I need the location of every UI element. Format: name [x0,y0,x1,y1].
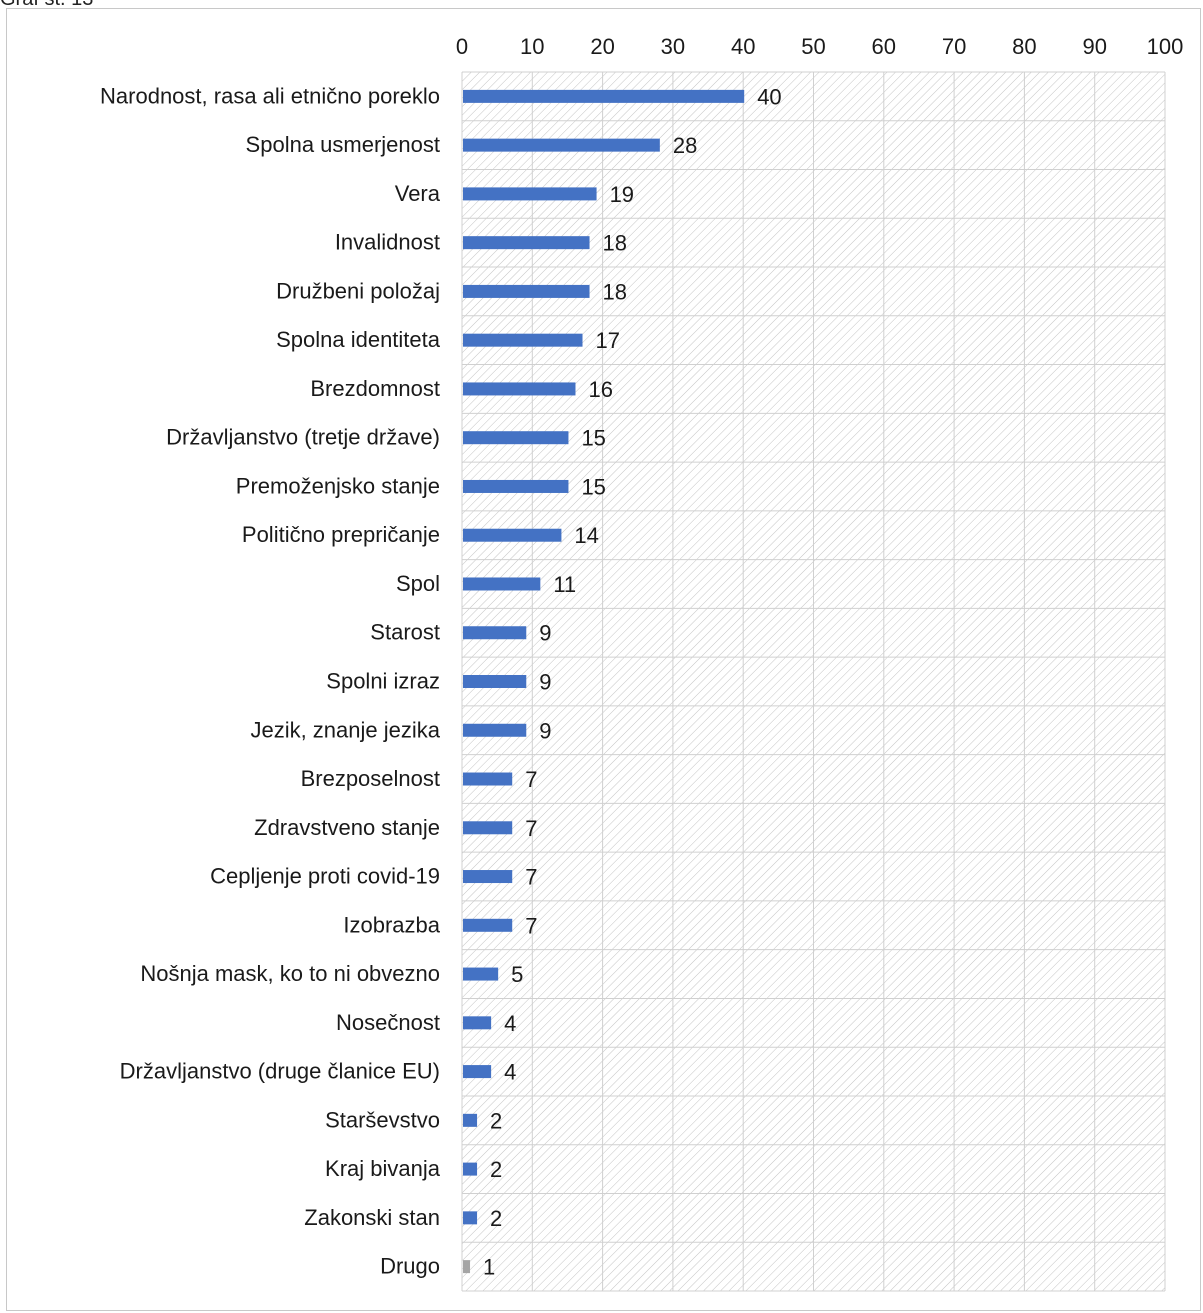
bar [463,675,527,688]
x-tick-label: 50 [801,34,825,59]
bar [463,431,569,445]
data-label: 7 [525,816,537,841]
data-label: 15 [581,474,605,499]
category-label: Premoženjsko stanje [236,473,440,498]
category-label: Starost [370,620,440,645]
category-label: Spolni izraz [326,669,440,694]
bar [463,1113,478,1127]
data-label: 4 [504,1060,516,1085]
data-label: 14 [574,523,598,548]
data-label: 7 [525,767,537,792]
bar [463,1260,471,1274]
bar [463,479,569,493]
data-label: 7 [525,913,537,938]
category-label: Drugo [380,1254,440,1279]
data-label: 4 [504,1011,516,1036]
bar [463,967,499,981]
data-label: 2 [490,1206,502,1231]
data-label: 11 [553,572,576,597]
data-label: 18 [603,231,627,256]
x-tick-label: 40 [731,34,755,59]
bar [463,284,590,298]
category-label: Spol [396,571,440,596]
x-tick-label: 20 [590,34,614,59]
data-label: 40 [757,84,781,109]
category-label: Državljanstvo (druge članice EU) [120,1059,440,1084]
category-label: Brezdomnost [310,376,440,401]
chart-frame [6,8,1201,1311]
x-tick-label: 60 [872,34,896,59]
category-label: Spolna identiteta [276,327,441,352]
data-label: 2 [490,1157,502,1182]
category-label: Politično prepričanje [242,522,440,547]
bar [463,187,597,201]
bar [463,1211,478,1225]
x-tick-label: 70 [942,34,966,59]
category-label: Družbeni položaj [276,278,440,303]
category-label: Invalidnost [335,230,440,255]
category-label: Nosečnost [336,1010,440,1035]
category-label: Brezposelnost [301,766,440,791]
bar [463,138,660,152]
bar [463,870,513,884]
bar [463,333,583,347]
data-label: 5 [511,962,523,987]
bar [463,918,513,932]
bar [463,528,562,542]
data-label: 28 [673,133,697,158]
category-label: Vera [395,181,441,206]
category-label: Starševstvo [325,1107,440,1132]
bar [463,821,513,835]
category-label: Zakonski stan [304,1205,440,1230]
bar [463,577,541,591]
category-label: Narodnost, rasa ali etnično poreklo [100,83,440,108]
bar [463,723,527,737]
bar [463,89,745,103]
category-label: Nošnja mask, ko to ni obvezno [140,961,440,986]
x-tick-label: 90 [1082,34,1106,59]
category-label: Zdravstveno stanje [254,815,440,840]
bar [463,772,513,786]
data-label: 9 [539,621,551,646]
category-label: Jezik, znanje jezika [250,717,440,742]
x-tick-label: 0 [456,34,468,59]
data-label: 9 [539,670,551,695]
bar [463,236,590,250]
x-tick-label: 10 [520,34,544,59]
bar [463,1065,492,1079]
x-tick-label: 80 [1012,34,1036,59]
data-label: 16 [588,377,612,402]
category-label: Državljanstvo (tretje države) [166,425,440,450]
bar [463,382,576,396]
figure-caption: Graf št. 13 [0,0,93,11]
category-label: Kraj bivanja [325,1156,441,1181]
data-label: 18 [603,279,627,304]
data-label: 7 [525,865,537,890]
data-label: 15 [581,426,605,451]
category-label: Spolna usmerjenost [246,132,440,157]
data-label: 19 [610,182,634,207]
data-label: 17 [596,328,620,353]
category-label: Izobrazba [343,912,440,937]
data-label: 1 [483,1255,495,1280]
data-label: 2 [490,1108,502,1133]
bar [463,626,527,640]
bar [463,1162,478,1176]
x-tick-label: 100 [1147,34,1184,59]
data-label: 9 [539,718,551,743]
x-tick-label: 30 [661,34,685,59]
category-label: Cepljenje proti covid-19 [210,864,440,889]
bar [463,1016,492,1030]
